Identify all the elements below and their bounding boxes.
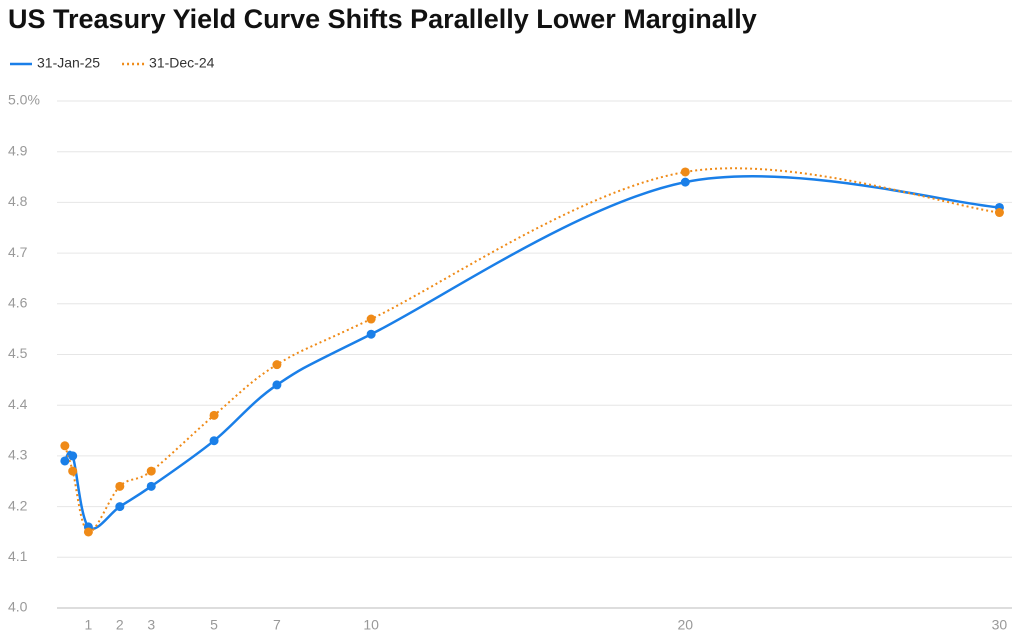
- y-tick-label: 4.8: [8, 193, 28, 209]
- legend-label: 31-Jan-25: [37, 55, 100, 71]
- data-point: [680, 167, 690, 177]
- x-tick-label: 30: [992, 617, 1008, 633]
- y-tick-label: 5.0%: [8, 92, 40, 108]
- x-tick-label: 20: [678, 617, 694, 633]
- x-tick-label: 10: [363, 617, 379, 633]
- x-tick-label: 1: [85, 617, 93, 633]
- data-point: [366, 314, 376, 324]
- data-point: [60, 456, 70, 466]
- x-tick-label: 5: [210, 617, 218, 633]
- data-point: [146, 481, 156, 491]
- y-tick-label: 4.0: [8, 599, 28, 615]
- y-tick-label: 4.3: [8, 447, 28, 463]
- data-point: [146, 466, 156, 476]
- data-point: [115, 481, 125, 491]
- data-point: [68, 451, 78, 461]
- x-tick-label: 2: [116, 617, 124, 633]
- legend-label: 31-Dec-24: [149, 55, 215, 71]
- y-tick-label: 4.2: [8, 497, 28, 513]
- chart-title: US Treasury Yield Curve Shifts Parallell…: [8, 4, 757, 34]
- x-tick-label: 7: [273, 617, 281, 633]
- data-point: [680, 177, 690, 187]
- data-point: [272, 360, 282, 370]
- y-tick-label: 4.1: [8, 548, 28, 564]
- series-line: [63, 175, 1000, 530]
- data-point: [209, 410, 219, 420]
- data-point: [366, 329, 376, 339]
- y-tick-label: 4.5: [8, 345, 28, 361]
- data-point: [994, 208, 1004, 218]
- y-tick-label: 4.6: [8, 295, 28, 311]
- y-tick-label: 4.4: [8, 396, 28, 412]
- y-tick-label: 4.7: [8, 244, 28, 260]
- series-line: [63, 167, 1000, 533]
- y-tick-label: 4.9: [8, 142, 28, 158]
- data-point: [209, 436, 219, 446]
- data-point: [272, 380, 282, 390]
- data-point: [115, 502, 125, 512]
- data-point: [68, 466, 78, 476]
- data-point: [83, 527, 93, 537]
- x-tick-label: 3: [147, 617, 155, 633]
- data-point: [60, 441, 70, 451]
